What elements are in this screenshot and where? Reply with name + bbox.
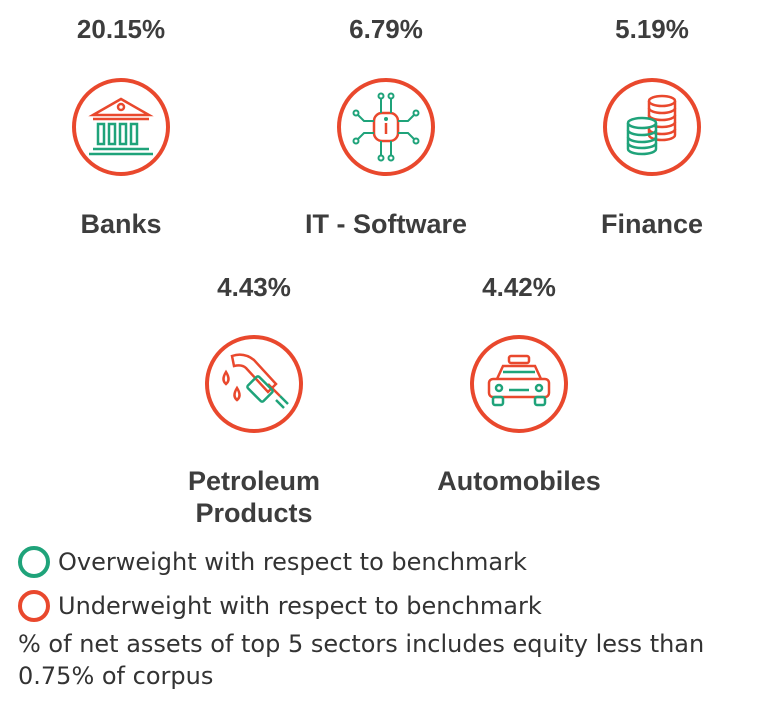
footnote: % of net assets of top 5 sectors include… bbox=[18, 630, 705, 690]
bank-building-icon bbox=[72, 78, 170, 176]
legend-underweight-label: Underweight with respect to benchmark bbox=[58, 592, 542, 620]
petroleum-products-label-line2: Products bbox=[195, 498, 313, 528]
it-software-label: IT - Software bbox=[304, 209, 468, 239]
underweight-circle-icon bbox=[18, 590, 50, 622]
banks-label: Banks bbox=[80, 209, 162, 239]
banks-percent: 20.15% bbox=[76, 14, 166, 44]
legend-overweight-label: Overweight with respect to benchmark bbox=[58, 548, 527, 576]
automobiles-percent: 4.42% bbox=[482, 272, 556, 302]
legend-underweight: Underweight with respect to benchmark bbox=[18, 590, 542, 622]
legend-overweight: Overweight with respect to benchmark bbox=[18, 546, 527, 578]
automobiles-label: Automobiles bbox=[437, 466, 601, 496]
fuel-nozzle-icon bbox=[205, 335, 303, 433]
petroleum-products-label: Petroleum Products bbox=[188, 465, 320, 529]
it-software-percent: 6.79% bbox=[349, 14, 423, 44]
finance-percent: 5.19% bbox=[615, 14, 689, 44]
petroleum-products-percent: 4.43% bbox=[217, 272, 291, 302]
petroleum-products-label-line1: Petroleum bbox=[187, 466, 321, 496]
car-icon bbox=[470, 335, 568, 433]
overweight-circle-icon bbox=[18, 546, 50, 578]
circuit-chip-icon bbox=[337, 78, 435, 176]
coin-stack-icon bbox=[603, 78, 701, 176]
finance-label: Finance bbox=[600, 209, 704, 239]
